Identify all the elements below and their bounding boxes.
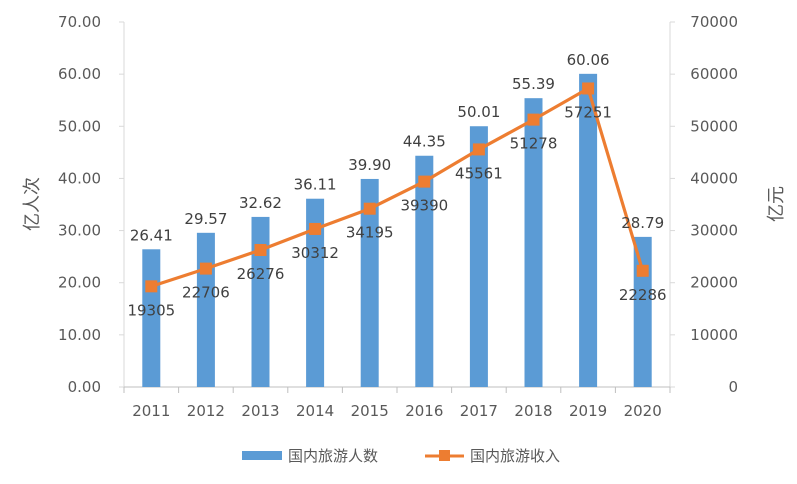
bar-data-labels: 26.41 29.57 32.62 36.11 39.90 44.35 50.01 55.39… [130,51,664,244]
bar [524,98,543,387]
bar-data-label: 60.06 [567,51,610,69]
line-marker [527,113,540,126]
right-tick-label: 40000 [690,169,738,187]
right-tick-label: 0 [728,378,738,396]
bar-data-label: 26.41 [130,226,173,244]
x-tick-label: 2012 [187,402,225,420]
x-tick-label: 2015 [351,402,389,420]
bar [469,126,488,387]
bar [579,73,598,387]
x-tick-label: 2016 [405,402,443,420]
bar [415,155,434,387]
right-tick-label: 10000 [690,326,738,344]
line-data-label: 39390 [400,197,448,215]
line-marker [418,175,431,188]
line-data-label: 51278 [510,135,558,153]
line-data-label: 22706 [182,284,230,302]
line-marker [636,264,649,277]
bar-data-label: 39.90 [348,156,391,174]
line-data-label: 30312 [291,244,339,262]
x-tick-label: 2011 [132,402,170,420]
line-data-label: 22286 [619,286,667,304]
bar [360,178,379,387]
bar-data-label: 28.79 [621,214,664,232]
left-tick-label: 40.00 [58,169,101,187]
legend-bar-swatch [242,451,282,460]
line-data-label: 57251 [564,103,612,121]
bar [633,236,652,387]
line-data-label: 45561 [455,164,503,182]
line-data-label: 19305 [127,301,175,319]
right-axis-title: 亿元 [766,186,787,222]
x-tick-labels: 2011 2012 2013 2014 2015 2016 2017 2018 2019 2020 [123,387,671,420]
line-marker [254,243,267,256]
bar-data-label: 55.39 [512,75,555,93]
bar-data-label: 29.57 [184,210,227,228]
line-marker [472,143,485,156]
line-marker [145,280,158,293]
x-tick-label: 2018 [514,402,552,420]
bar [251,216,270,387]
bar-data-label: 32.62 [239,194,282,212]
x-tick-label: 2014 [296,402,334,420]
x-tick-label: 2013 [241,402,279,420]
bar-data-label: 44.35 [403,133,446,151]
legend: 国内旅游人数 国内旅游收入 [242,447,560,465]
bar [306,198,325,387]
left-tick-label: 20.00 [58,274,101,292]
line-marker [309,222,322,235]
line-path [150,86,645,288]
line-data-label: 26276 [237,265,285,283]
line-data-labels: 19305 22706 26276 30312 34195 39390 45561 51278… [127,103,666,319]
legend-line-label: 国内旅游收入 [470,447,560,465]
line-data-label: 34195 [346,224,394,242]
left-tick-labels: 0.00 10.00 20.00 30.00 40.00 50.00 60.00 70.00 [58,13,124,396]
bar-data-label: 50.01 [457,103,500,121]
line-series [145,82,649,293]
left-tick-label: 10.00 [58,326,101,344]
x-tick-label: 2020 [624,402,662,420]
legend-bar-label: 国内旅游人数 [288,447,378,465]
left-tick-label: 50.00 [58,117,101,135]
right-tick-label: 30000 [690,222,738,240]
bar-data-label: 36.11 [294,176,337,194]
right-tick-label: 50000 [690,117,738,135]
left-tick-label: 70.00 [58,13,101,31]
line-marker [363,202,376,215]
bar [196,232,215,387]
line-marker [199,262,212,275]
right-tick-label: 60000 [690,65,738,83]
right-tick-label: 70000 [690,13,738,31]
x-tick-label: 2019 [569,402,607,420]
left-tick-label: 60.00 [58,65,101,83]
left-tick-label: 0.00 [68,378,101,396]
x-tick-label: 2017 [460,402,498,420]
right-tick-labels: 0 10000 20000 30000 40000 50000 60000 70000 [670,13,738,396]
left-tick-label: 30.00 [58,222,101,240]
left-axis-title: 亿人次 [22,177,43,231]
right-tick-label: 20000 [690,274,738,292]
legend-line-marker [439,450,450,461]
line-marker [582,82,595,95]
